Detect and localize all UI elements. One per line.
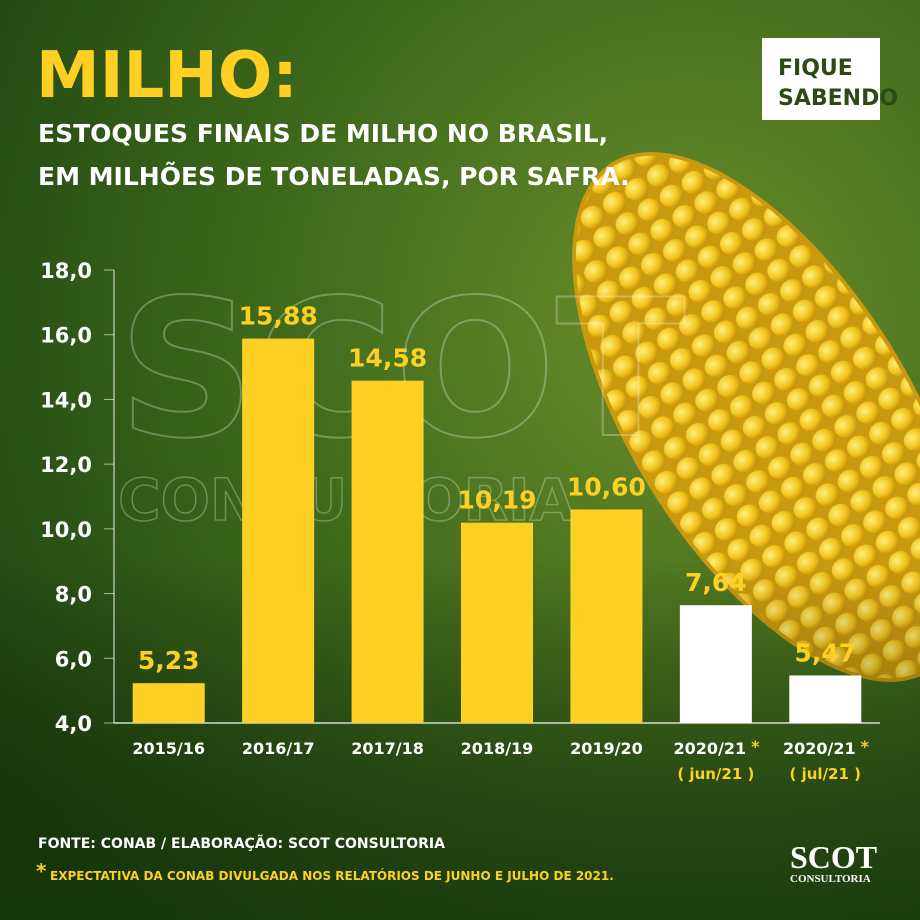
bar [351,380,424,723]
x-tick-label: 2017/18 [351,739,424,758]
value-label: 7,64 [685,568,747,597]
bar [132,683,205,723]
x-tick-label: 2020/21 [783,739,856,758]
logo: SCOT [790,839,877,875]
y-tick-label: 18,0 [40,259,92,283]
y-tick-label: 8,0 [55,583,92,607]
bar [461,522,533,723]
bottom-shade [0,560,920,920]
x-tick-note: ( jun/21 ) [677,765,754,783]
subtitle: EM MILHÕES DE TONELADAS, POR SAFRA. [38,161,630,191]
source: FONTE: CONAB / ELABORAÇÃO: SCOT CONSULTO… [38,835,445,852]
bar [679,605,752,723]
logo-sub: CONSULTORIA [790,873,871,885]
bar [789,675,862,723]
badge-text: SABENDO [778,86,898,111]
badge [762,38,880,120]
x-tick-label: 2020/21 [674,739,747,758]
corn-cob [572,151,920,682]
y-tick-label: 16,0 [40,324,92,348]
value-label: 15,88 [239,302,318,331]
footnote-mark: * [861,737,870,756]
title: MILHO: [36,39,298,113]
bar [570,509,643,723]
footnote: EXPECTATIVA DA CONAB DIVULGADA NOS RELAT… [50,868,614,883]
x-tick-label: 2015/16 [132,739,205,758]
value-label: 5,23 [138,646,200,675]
x-tick-label: 2019/20 [570,739,643,758]
subtitle: ESTOQUES FINAIS DE MILHO NO BRASIL, [38,119,608,148]
value-label: 10,19 [457,486,536,515]
x-tick-note: ( jul/21 ) [790,765,861,783]
y-tick-label: 12,0 [40,453,92,477]
y-tick-label: 4,0 [55,712,92,736]
value-label: 14,58 [348,344,427,373]
bar [242,338,315,723]
y-tick-label: 14,0 [40,388,92,412]
y-tick-label: 6,0 [55,647,92,671]
value-label: 5,47 [794,638,856,667]
y-tick-label: 10,0 [40,518,92,542]
badge-text: FIQUE [778,56,853,81]
x-tick-label: 2016/17 [242,739,315,758]
value-label: 10,60 [567,472,646,501]
footnote-mark: * [36,859,47,883]
footnote-mark: * [751,737,760,756]
x-tick-label: 2018/19 [461,739,534,758]
